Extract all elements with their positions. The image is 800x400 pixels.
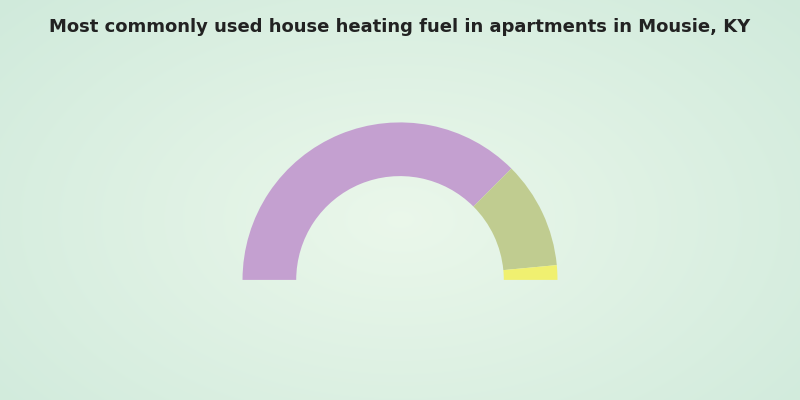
Wedge shape xyxy=(503,265,558,280)
Wedge shape xyxy=(474,168,557,270)
Text: Most commonly used house heating fuel in apartments in Mousie, KY: Most commonly used house heating fuel in… xyxy=(50,18,750,36)
Wedge shape xyxy=(242,122,511,280)
